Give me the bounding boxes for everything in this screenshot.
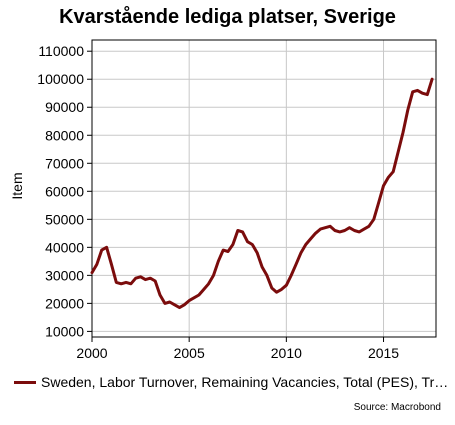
series-layer: [90, 77, 434, 310]
grid-layer: [91, 40, 436, 337]
x-tick-label: 2005: [174, 345, 205, 361]
legend-series-label: Sweden, Labor Turnover, Remaining Vacanc…: [41, 374, 449, 390]
y-tick-label: 10000: [45, 323, 84, 339]
series-line-0: [90, 77, 434, 310]
y-tick-label: 110000: [38, 43, 84, 59]
y-tick-label: 80000: [45, 127, 84, 143]
legend: Sweden, Labor Turnover, Remaining Vacanc…: [14, 372, 454, 392]
y-tick-label: 40000: [45, 239, 84, 255]
y-tick-label: 20000: [45, 295, 84, 311]
legend-swatch: [14, 380, 36, 384]
x-tick-label: 2015: [368, 345, 399, 361]
x-tick-label: 2010: [271, 345, 302, 361]
y-axis-label: Item: [9, 172, 25, 199]
x-tick-label: 2000: [76, 345, 107, 361]
y-tick-label: 30000: [45, 267, 84, 283]
chart-title: Kvarstående lediga platser, Sverige: [59, 6, 396, 28]
y-tick-label: 100000: [37, 71, 84, 87]
y-tick-label: 70000: [45, 155, 84, 171]
y-tick-label: 60000: [45, 183, 84, 199]
source-note: Source: Macrobond: [353, 402, 441, 413]
y-tick-label: 90000: [45, 99, 84, 115]
axis-layer: 10000 20000 30000 40000 50000 60000 70000 80000…: [37, 39, 437, 361]
y-tick-label: 50000: [45, 211, 84, 227]
plot-frame: [91, 39, 437, 338]
